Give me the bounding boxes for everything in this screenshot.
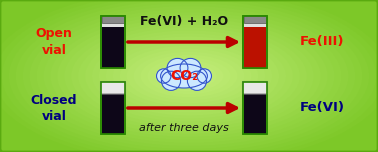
Bar [102,93,124,134]
Ellipse shape [29,6,349,146]
Ellipse shape [23,3,355,149]
Ellipse shape [127,49,251,103]
Ellipse shape [71,24,307,128]
Ellipse shape [161,64,217,88]
FancyBboxPatch shape [243,82,267,134]
FancyBboxPatch shape [101,81,125,94]
Ellipse shape [106,40,272,112]
Bar [244,93,266,134]
Ellipse shape [99,36,279,116]
Ellipse shape [43,12,335,140]
Ellipse shape [85,30,293,122]
Text: Fe(VI) + H₂O: Fe(VI) + H₂O [140,16,228,29]
Ellipse shape [161,64,208,88]
Ellipse shape [180,58,201,78]
FancyBboxPatch shape [244,16,266,23]
FancyBboxPatch shape [101,16,125,68]
Text: after three days: after three days [139,123,229,133]
Ellipse shape [154,61,224,91]
Ellipse shape [175,70,203,82]
Ellipse shape [161,71,181,90]
Ellipse shape [16,0,362,152]
Ellipse shape [141,55,237,97]
Ellipse shape [187,71,207,90]
Ellipse shape [197,69,211,83]
Ellipse shape [168,67,210,85]
FancyBboxPatch shape [102,16,124,23]
Ellipse shape [156,69,171,83]
Ellipse shape [37,9,341,143]
FancyBboxPatch shape [243,81,268,94]
Ellipse shape [57,18,321,134]
Ellipse shape [113,43,265,109]
Bar [102,28,124,68]
Ellipse shape [64,21,314,131]
Ellipse shape [92,33,286,119]
Text: Open
vial: Open vial [36,28,73,57]
Ellipse shape [9,0,369,152]
Text: Closed
vial: Closed vial [31,93,77,123]
Text: Fe(III): Fe(III) [300,36,344,48]
FancyBboxPatch shape [243,16,267,68]
Ellipse shape [120,46,258,106]
Ellipse shape [167,58,188,78]
Text: Fe(VI): Fe(VI) [299,102,344,114]
Ellipse shape [133,52,245,100]
Ellipse shape [50,15,328,137]
FancyBboxPatch shape [101,82,125,134]
Ellipse shape [78,27,300,125]
Ellipse shape [182,73,196,79]
Ellipse shape [147,58,231,94]
Text: CO₂: CO₂ [170,69,198,83]
Bar [244,28,266,68]
